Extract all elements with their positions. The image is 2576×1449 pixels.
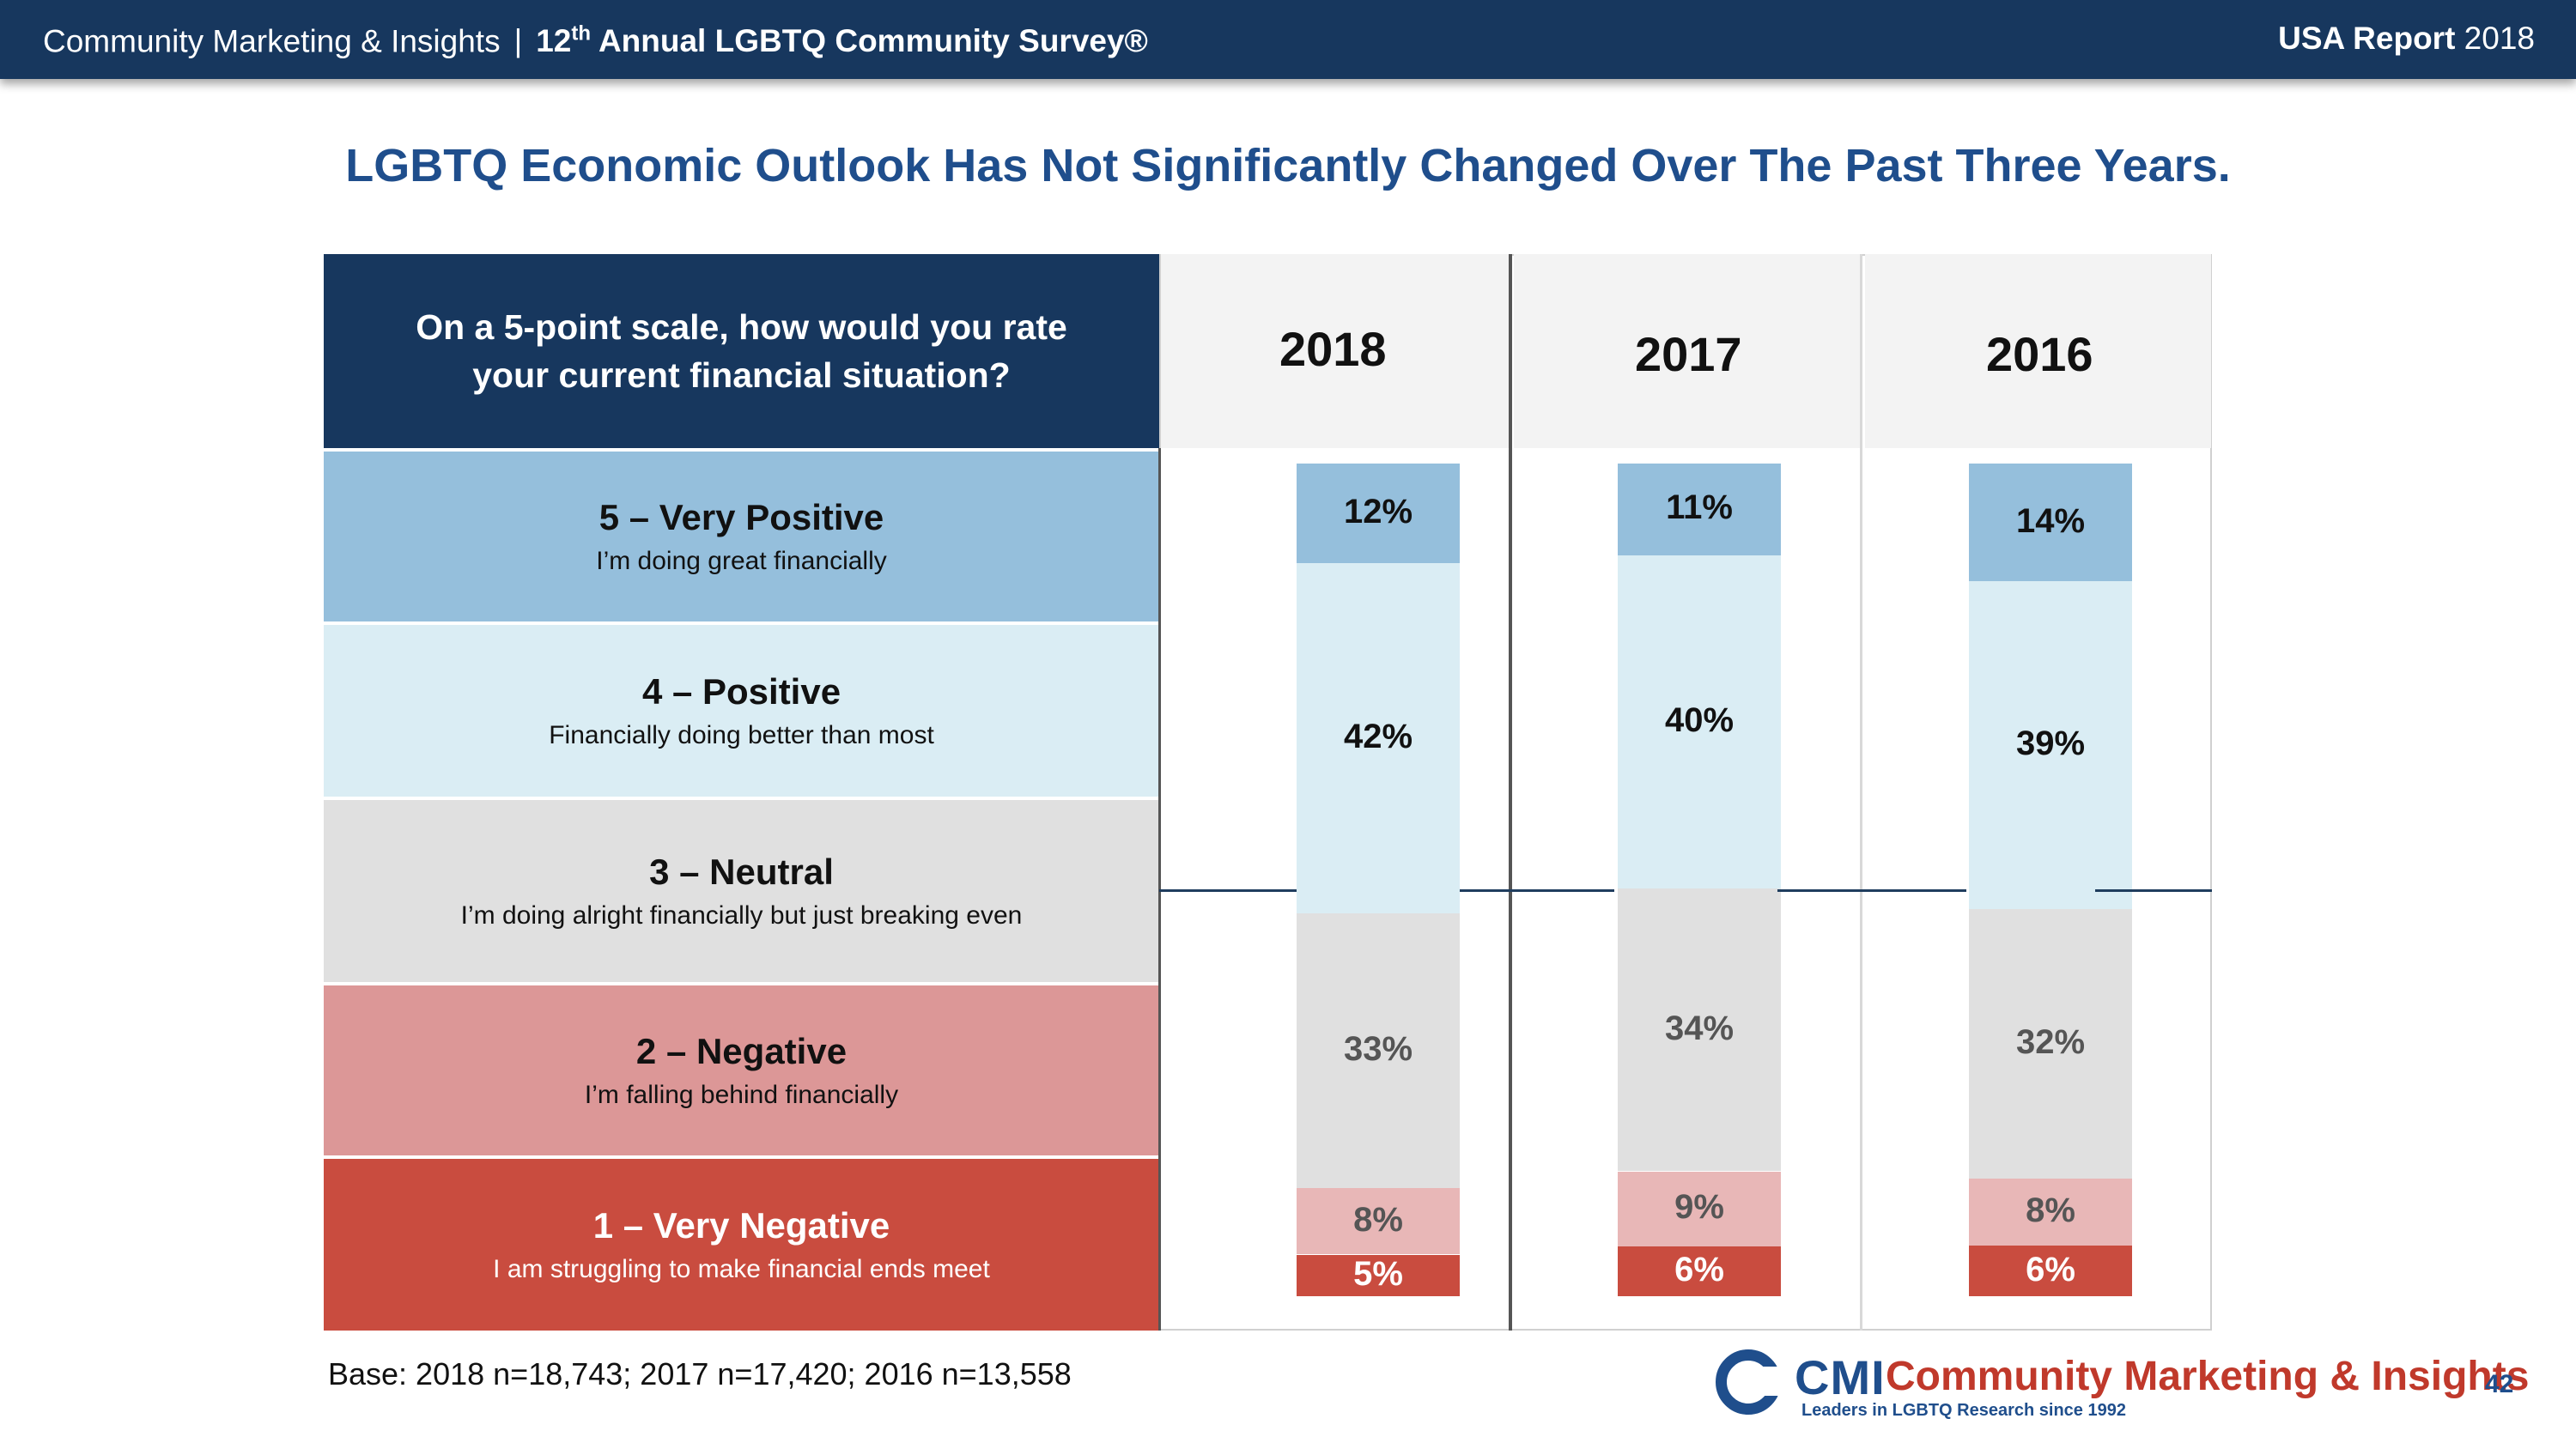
header-bar: Community Marketing & Insights | 12th Annu… [0, 0, 2576, 79]
data-label: 9% [1674, 1188, 1724, 1227]
data-label: 40% [1664, 700, 1735, 739]
data-label: 42% [1343, 718, 1413, 756]
category-neutral: 3 – Neutral I’m doing alright financiall… [324, 800, 1159, 982]
bar-segment [1969, 909, 2132, 1179]
bar-segment [1618, 555, 1781, 888]
data-label: 14% [2015, 501, 2086, 540]
category-negative: 2 – Negative I’m falling behind financia… [324, 985, 1159, 1155]
category-very-negative: 1 – Very Negative I am struggling to mak… [324, 1159, 1159, 1331]
bar-segment [1297, 912, 1460, 1188]
category-label: 5 – Very Positive [598, 497, 884, 537]
question-header: On a 5-point scale, how would you rate y… [324, 254, 1159, 448]
column-divider [1509, 254, 1512, 1331]
data-label: 34% [1664, 1009, 1735, 1047]
category-description: I’m doing great financially [596, 547, 887, 575]
cmi-logo: CMI Community Marketing & Insights Leade… [1716, 1348, 2529, 1425]
year-header-2018 [1161, 254, 1509, 448]
category-label: 4 – Positive [641, 671, 841, 712]
year-label: 2016 [1986, 327, 2093, 381]
neutral-reference-line [1159, 889, 1297, 892]
category-label: 1 – Very Negative [592, 1205, 890, 1246]
bar-segment [1618, 888, 1781, 1172]
data-label: 12% [1343, 493, 1413, 531]
question-text: On a 5-point scale, how would you rate y… [416, 307, 1067, 395]
category-very-positive: 5 – Very Positive I’m doing great financ… [324, 452, 1159, 621]
category-description: I’m falling behind financially [584, 1081, 899, 1109]
column-divider [1860, 254, 1862, 1331]
year-header-2016 [1865, 254, 2211, 448]
header-org: Community Marketing & Insights [43, 23, 501, 59]
logo-name: Community Marketing & Insights [1886, 1354, 2530, 1399]
bar-segment [1969, 1178, 2132, 1246]
neutral-reference-line [1777, 889, 1966, 892]
bar-segment [1618, 1246, 1781, 1296]
category-description: I’m doing alright financially but just b… [460, 901, 1023, 930]
bar-segment [1969, 464, 2132, 582]
logo-ring-gap [1762, 1367, 1783, 1396]
header-survey-info: Community Marketing & Insights | 12th Annu… [43, 22, 1148, 59]
bar-segment [1297, 464, 1460, 564]
bar-segment [1297, 1254, 1460, 1296]
bar-segment [1969, 581, 2132, 910]
logo-tagline: Leaders in LGBTQ Research since 1992 [1801, 1401, 2126, 1420]
data-label: 8% [1353, 1200, 1403, 1239]
year-label: 2018 [1279, 322, 1387, 376]
header-separator: | [513, 23, 523, 59]
data-label: 6% [1674, 1250, 1724, 1288]
year-label: 2017 [1635, 327, 1742, 381]
data-label: 11% [1666, 488, 1733, 527]
category-description: I am struggling to make financial ends m… [493, 1255, 990, 1283]
category-description: Financially doing better than most [549, 721, 934, 749]
neutral-reference-line [2095, 889, 2212, 892]
data-label: 33% [1343, 1029, 1413, 1068]
page-title: LGBTQ Economic Outlook Has Not Significa… [345, 140, 2231, 191]
page-number: 42 [2485, 1370, 2514, 1398]
data-label: 8% [2026, 1191, 2075, 1230]
base-note: Base: 2018 n=18,743; 2017 n=17,420; 2016… [328, 1356, 1072, 1391]
logo-mark: CMI [1795, 1350, 1886, 1404]
bar-segment [1297, 563, 1460, 913]
category-positive: 4 – Positive Financially doing better th… [324, 625, 1159, 797]
data-label: 32% [2015, 1023, 2086, 1062]
year-header-2017 [1514, 254, 1860, 448]
bar-segment [1618, 1171, 1781, 1246]
header-survey-title: 12th Annual LGBTQ Community Survey® [536, 22, 1148, 59]
category-label: 2 – Negative [635, 1031, 848, 1071]
neutral-reference-line [1460, 889, 1614, 892]
data-label: 6% [2026, 1250, 2075, 1288]
bar-segment [1297, 1187, 1460, 1255]
bar-segment [1618, 464, 1781, 555]
data-label: 5% [1353, 1254, 1403, 1293]
category-label: 3 – Neutral [649, 852, 834, 892]
data-label: 39% [2015, 724, 2086, 763]
header-report-label: USA Report 2018 [2278, 21, 2535, 56]
bar-segment [1969, 1246, 2132, 1296]
